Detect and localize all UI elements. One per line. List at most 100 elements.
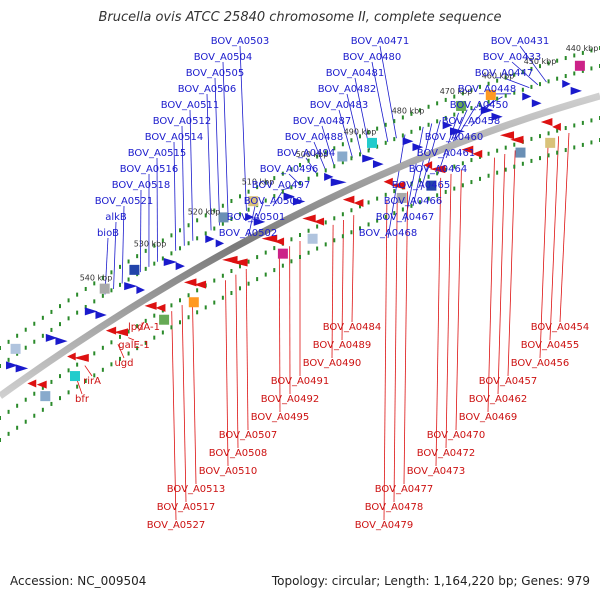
gene-label: BOV_A0450 xyxy=(450,100,509,111)
reverse-gene-arrow xyxy=(67,352,76,361)
tick-dot xyxy=(367,148,370,153)
reverse-gene-arrow xyxy=(36,380,47,389)
tick-dot xyxy=(350,138,353,143)
leader-line xyxy=(128,337,135,341)
tick-dot xyxy=(316,154,319,159)
tick-dot xyxy=(367,130,370,135)
gene-label: BOV_A0527 xyxy=(147,520,206,531)
tick-dot xyxy=(41,407,44,412)
tick-dot xyxy=(179,228,181,233)
tick-dot xyxy=(221,221,224,226)
tick-dot xyxy=(281,263,284,268)
gene-label: BOV_A0501 xyxy=(227,212,286,223)
tick-dot xyxy=(93,373,96,378)
tick-dot xyxy=(50,379,53,384)
tick-dot xyxy=(170,303,173,308)
tick-dot xyxy=(419,200,421,205)
tick-dot xyxy=(16,425,19,430)
tick-dot xyxy=(299,181,301,185)
leader-line xyxy=(121,205,125,284)
tick-dot xyxy=(299,233,301,237)
tick-dot xyxy=(496,96,499,101)
tick-dot xyxy=(487,81,490,86)
tick-dot xyxy=(76,310,79,315)
tick-dot xyxy=(427,174,430,179)
functional-category-box xyxy=(10,343,21,354)
tick-dot xyxy=(170,251,173,256)
tick-dot xyxy=(136,324,139,329)
genome-stats-text: Topology: circular; Length: 1,164,220 bp… xyxy=(271,574,590,588)
gene-label: BOV_A0487 xyxy=(293,116,352,127)
tick-dot xyxy=(239,194,241,199)
gene-label: BOV_A0510 xyxy=(199,466,258,477)
tick-dot xyxy=(350,156,353,161)
tick-dot xyxy=(359,226,361,231)
functional-category-box xyxy=(456,100,467,111)
tick-dot xyxy=(41,315,44,320)
forward-gene-arrow xyxy=(531,99,542,108)
tick-dot xyxy=(384,214,387,219)
forward-gene-arrow xyxy=(124,282,138,291)
gene-label: BOV_A0468 xyxy=(359,228,418,239)
leader-line xyxy=(412,123,433,207)
forward-gene-arrow xyxy=(330,178,347,187)
leader-line xyxy=(404,126,424,223)
tick-dot xyxy=(256,255,259,260)
tick-dot xyxy=(84,378,87,383)
tick-dot xyxy=(307,158,310,163)
tick-dot xyxy=(161,330,164,335)
leader-line xyxy=(181,305,187,503)
gene-label: BOV_A0506 xyxy=(178,84,237,95)
tick-dot xyxy=(213,300,216,305)
reverse-gene-arrow xyxy=(552,122,561,131)
leader-line xyxy=(519,45,547,83)
functional-category-box xyxy=(129,264,140,275)
tick-dot xyxy=(581,50,584,55)
tick-dot xyxy=(479,176,481,181)
leader-line xyxy=(331,224,334,359)
tick-dot xyxy=(204,305,207,310)
tick-dot xyxy=(333,216,336,221)
tick-dot xyxy=(316,172,319,177)
gene-label: BOV_A0466 xyxy=(384,196,443,207)
tick-dot xyxy=(564,148,567,153)
tick-dot xyxy=(324,220,327,225)
forward-gene-arrow xyxy=(163,257,178,266)
gene-label: BOV_A0483 xyxy=(310,100,369,111)
tick-dot xyxy=(153,243,156,248)
tick-dot xyxy=(41,333,44,338)
leader-line xyxy=(280,187,291,191)
tick-dot xyxy=(341,234,344,239)
tick-dot xyxy=(187,315,190,320)
forward-gene-arrow xyxy=(292,197,306,206)
gene-label: BOV_A0508 xyxy=(209,448,268,459)
forward-gene-arrow xyxy=(412,143,424,152)
tick-dot xyxy=(0,364,1,368)
tick-dot xyxy=(273,194,276,199)
gene-label: BOV_A0496 xyxy=(260,164,319,175)
forward-gene-arrow xyxy=(372,160,384,169)
leader-line xyxy=(497,153,506,395)
forward-gene-arrow xyxy=(95,310,107,319)
tick-dot xyxy=(359,134,361,139)
forward-gene-arrow xyxy=(442,121,453,130)
tick-dot xyxy=(264,250,267,255)
tick-dot xyxy=(376,218,379,223)
forward-gene-arrow xyxy=(253,217,266,226)
tick-dot xyxy=(453,164,456,169)
leader-line xyxy=(559,133,570,323)
tick-dot xyxy=(376,126,379,131)
tick-dot xyxy=(530,136,533,141)
tick-dot xyxy=(324,242,327,247)
gene-label: BOV_A0461 xyxy=(417,148,476,159)
gene-label: BOV_A0454 xyxy=(531,322,590,333)
tick-dot xyxy=(273,268,276,273)
tick-dot xyxy=(67,368,70,373)
tick-dot xyxy=(7,409,10,414)
gene-label: BOV_A0482 xyxy=(318,84,377,95)
tick-dot xyxy=(221,273,224,278)
tick-dot xyxy=(59,374,61,379)
gene-label: BOV_A0507 xyxy=(219,430,278,441)
leader-line xyxy=(156,157,158,262)
